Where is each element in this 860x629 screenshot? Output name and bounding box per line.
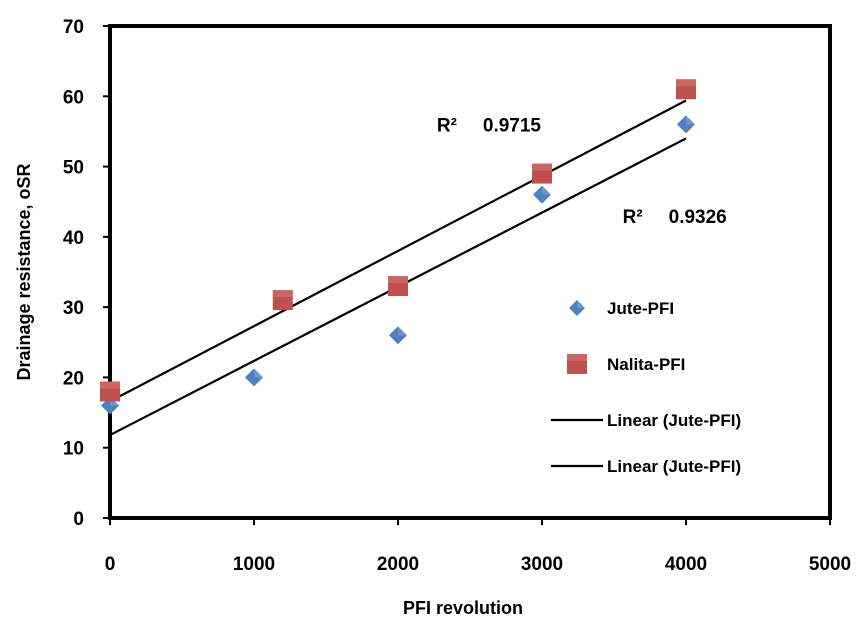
y-axis: 0 10 20 30 40 50 60 70: [63, 17, 110, 530]
legend-item: Linear (Jute-PFI): [551, 457, 741, 476]
x-tick-label: 4000: [665, 554, 707, 575]
r-squared-annotation: R² 0.9715: [437, 115, 542, 136]
trendline: [109, 99, 687, 403]
r-squared-label: R²: [437, 115, 457, 136]
y-tick-label: 50: [63, 158, 84, 179]
data-points: [100, 79, 696, 415]
r-squared-annotation: R² 0.9326: [623, 207, 727, 228]
x-axis: 0 1000 2000 3000 4000 5000: [105, 518, 851, 575]
y-tick-label: 10: [63, 439, 84, 460]
data-point-nalita: [676, 79, 696, 100]
y-tick-label: 20: [63, 368, 84, 389]
data-point-jute: [245, 368, 263, 387]
r-squared-value: 0.9715: [483, 115, 542, 136]
r-squared-label: R²: [623, 207, 643, 228]
data-point-jute: [533, 185, 551, 204]
y-tick-label: 70: [63, 17, 84, 38]
legend-label: Linear (Jute-PFI): [607, 411, 741, 430]
r-squared-value: 0.9326: [669, 207, 727, 228]
x-axis-title: PFI revolution: [403, 598, 523, 618]
data-point-jute: [677, 115, 695, 134]
legend-label: Jute-PFI: [607, 299, 674, 318]
y-tick-label: 30: [63, 298, 84, 319]
y-tick-label: 60: [63, 87, 84, 108]
data-point-nalita: [100, 381, 120, 402]
legend-symbol-nalita: [567, 354, 587, 374]
legend-label: Nalita-PFI: [607, 355, 685, 374]
data-point-nalita: [532, 163, 552, 184]
y-tick-label: 0: [73, 509, 84, 530]
x-tick-label: 5000: [809, 554, 851, 575]
legend-item: Nalita-PFI: [567, 354, 685, 374]
data-point-nalita: [388, 276, 408, 297]
legend-symbol-jute: [569, 300, 585, 316]
x-tick-label: 1000: [233, 554, 275, 575]
legend-item: Jute-PFI: [569, 299, 674, 318]
x-tick-label: 2000: [377, 554, 419, 575]
y-axis-title: Drainage resistance, oSR: [14, 163, 34, 380]
data-point-nalita: [272, 290, 293, 311]
legend-label: Linear (Jute-PFI): [607, 457, 741, 476]
y-tick-label: 40: [63, 228, 84, 249]
trendlines: [109, 99, 687, 437]
x-tick-label: 0: [105, 554, 116, 575]
legend: Jute-PFI Nalita-PFI Linear (Jute-PFI) Linea…: [551, 299, 741, 476]
data-point-jute: [389, 326, 407, 345]
legend-item: Linear (Jute-PFI): [551, 411, 741, 430]
r-squared-annotations: R² 0.9715 R² 0.9326: [437, 115, 727, 227]
plot-area-border: [108, 24, 832, 520]
x-tick-label: 3000: [521, 554, 563, 575]
